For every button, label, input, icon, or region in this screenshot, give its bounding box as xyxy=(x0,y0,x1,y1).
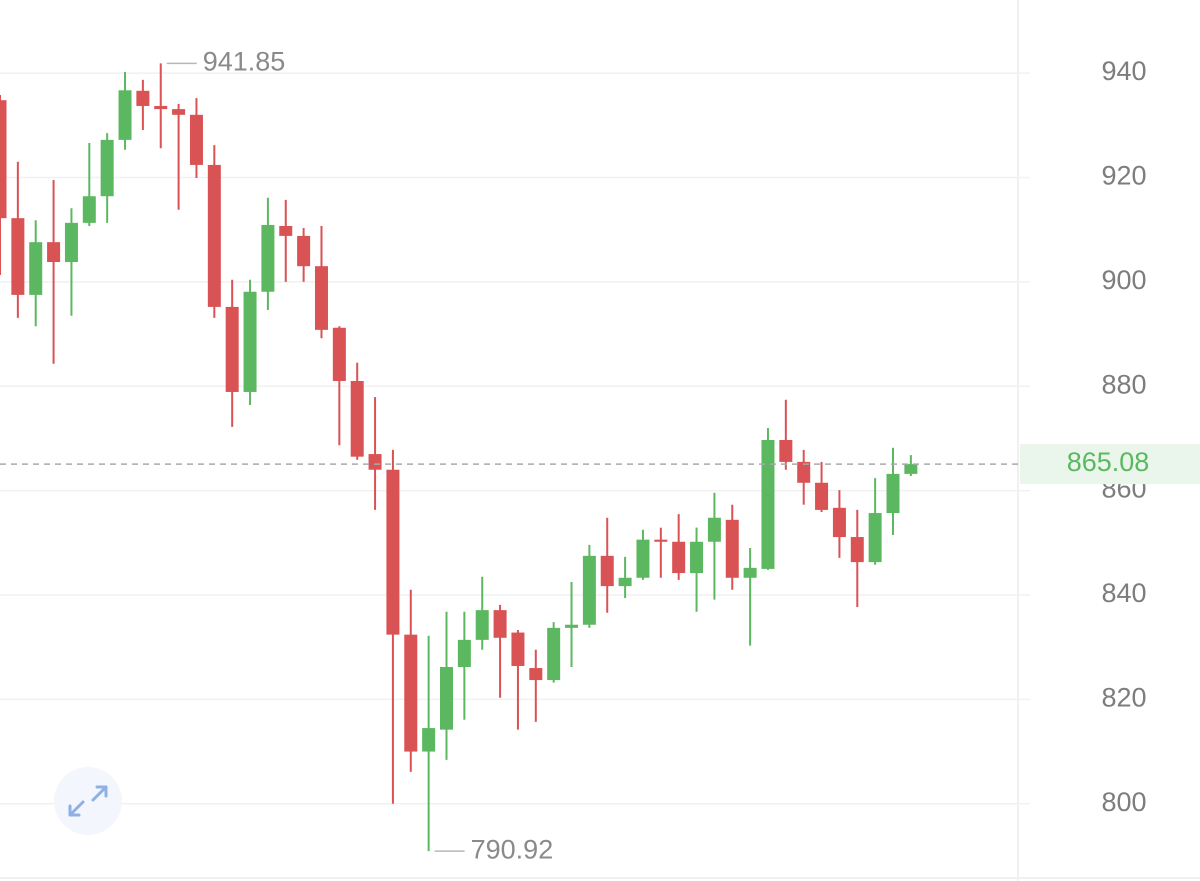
y-tick-label: 820 xyxy=(1101,682,1146,712)
candle-body xyxy=(582,555,596,625)
candle-body xyxy=(672,541,686,574)
candle-body xyxy=(225,306,239,392)
candle-body xyxy=(779,439,793,462)
candle-body xyxy=(600,555,614,587)
candle-body xyxy=(618,577,632,587)
candle-body xyxy=(368,454,382,470)
candle-body xyxy=(386,469,400,635)
candle-body xyxy=(815,482,829,510)
candle-body xyxy=(886,473,900,514)
candle-body xyxy=(64,222,78,263)
candle-body xyxy=(118,90,132,140)
candles xyxy=(0,63,918,852)
candle-body xyxy=(850,537,864,563)
candle-body xyxy=(636,539,650,578)
high-marker-label: 941.85 xyxy=(203,47,286,77)
y-tick-label: 920 xyxy=(1101,161,1146,191)
candle-body xyxy=(136,90,150,106)
candle-body xyxy=(565,624,579,628)
candle-body xyxy=(172,109,186,115)
candle-body xyxy=(261,224,275,292)
candle-body xyxy=(529,668,543,681)
candle-body xyxy=(547,627,561,681)
candle-body xyxy=(279,225,293,236)
candle-body xyxy=(725,519,739,578)
last-price-tag-bg xyxy=(1020,444,1200,485)
candle-body xyxy=(654,539,668,542)
y-tick-label: 940 xyxy=(1101,56,1146,86)
candle-body xyxy=(189,114,203,165)
candle-body xyxy=(0,100,7,219)
expand-icon xyxy=(68,785,108,817)
candle-body xyxy=(29,242,43,295)
candle-body xyxy=(707,517,721,542)
candle-body xyxy=(82,196,96,223)
candle-body xyxy=(47,242,61,263)
y-tick-label: 900 xyxy=(1101,265,1146,295)
candle-body xyxy=(904,464,918,474)
candle-body xyxy=(297,235,311,267)
low-marker-label: 790.92 xyxy=(471,834,554,864)
overlay: 941.85 790.92 865.08 xyxy=(0,47,1200,864)
candle-body xyxy=(457,639,471,668)
candle-body xyxy=(207,164,221,307)
candle-body xyxy=(350,381,364,457)
candle-body xyxy=(314,266,328,330)
candle-body xyxy=(475,610,489,640)
candle-body xyxy=(743,567,757,578)
candle-body xyxy=(332,327,346,382)
candle-body xyxy=(422,728,436,752)
expand-button-bg[interactable] xyxy=(54,767,122,835)
candle-body xyxy=(690,541,704,574)
candle-body xyxy=(868,513,882,563)
candle-body xyxy=(154,105,168,110)
candle-body xyxy=(11,218,25,295)
last-price-tag: 865.08 xyxy=(1067,447,1150,477)
y-tick-label: 800 xyxy=(1101,787,1146,817)
candle-body xyxy=(243,291,257,392)
candle-body xyxy=(493,610,507,638)
candle-body xyxy=(100,139,114,197)
candle-body xyxy=(511,632,525,666)
y-tick-label: 840 xyxy=(1101,578,1146,608)
candle-body xyxy=(761,439,775,569)
candle-body xyxy=(404,634,418,752)
candle-body xyxy=(440,667,453,730)
expand-button[interactable] xyxy=(54,767,122,835)
candle-body xyxy=(797,461,811,483)
candle-body xyxy=(832,507,846,538)
y-tick-label: 880 xyxy=(1101,369,1146,399)
